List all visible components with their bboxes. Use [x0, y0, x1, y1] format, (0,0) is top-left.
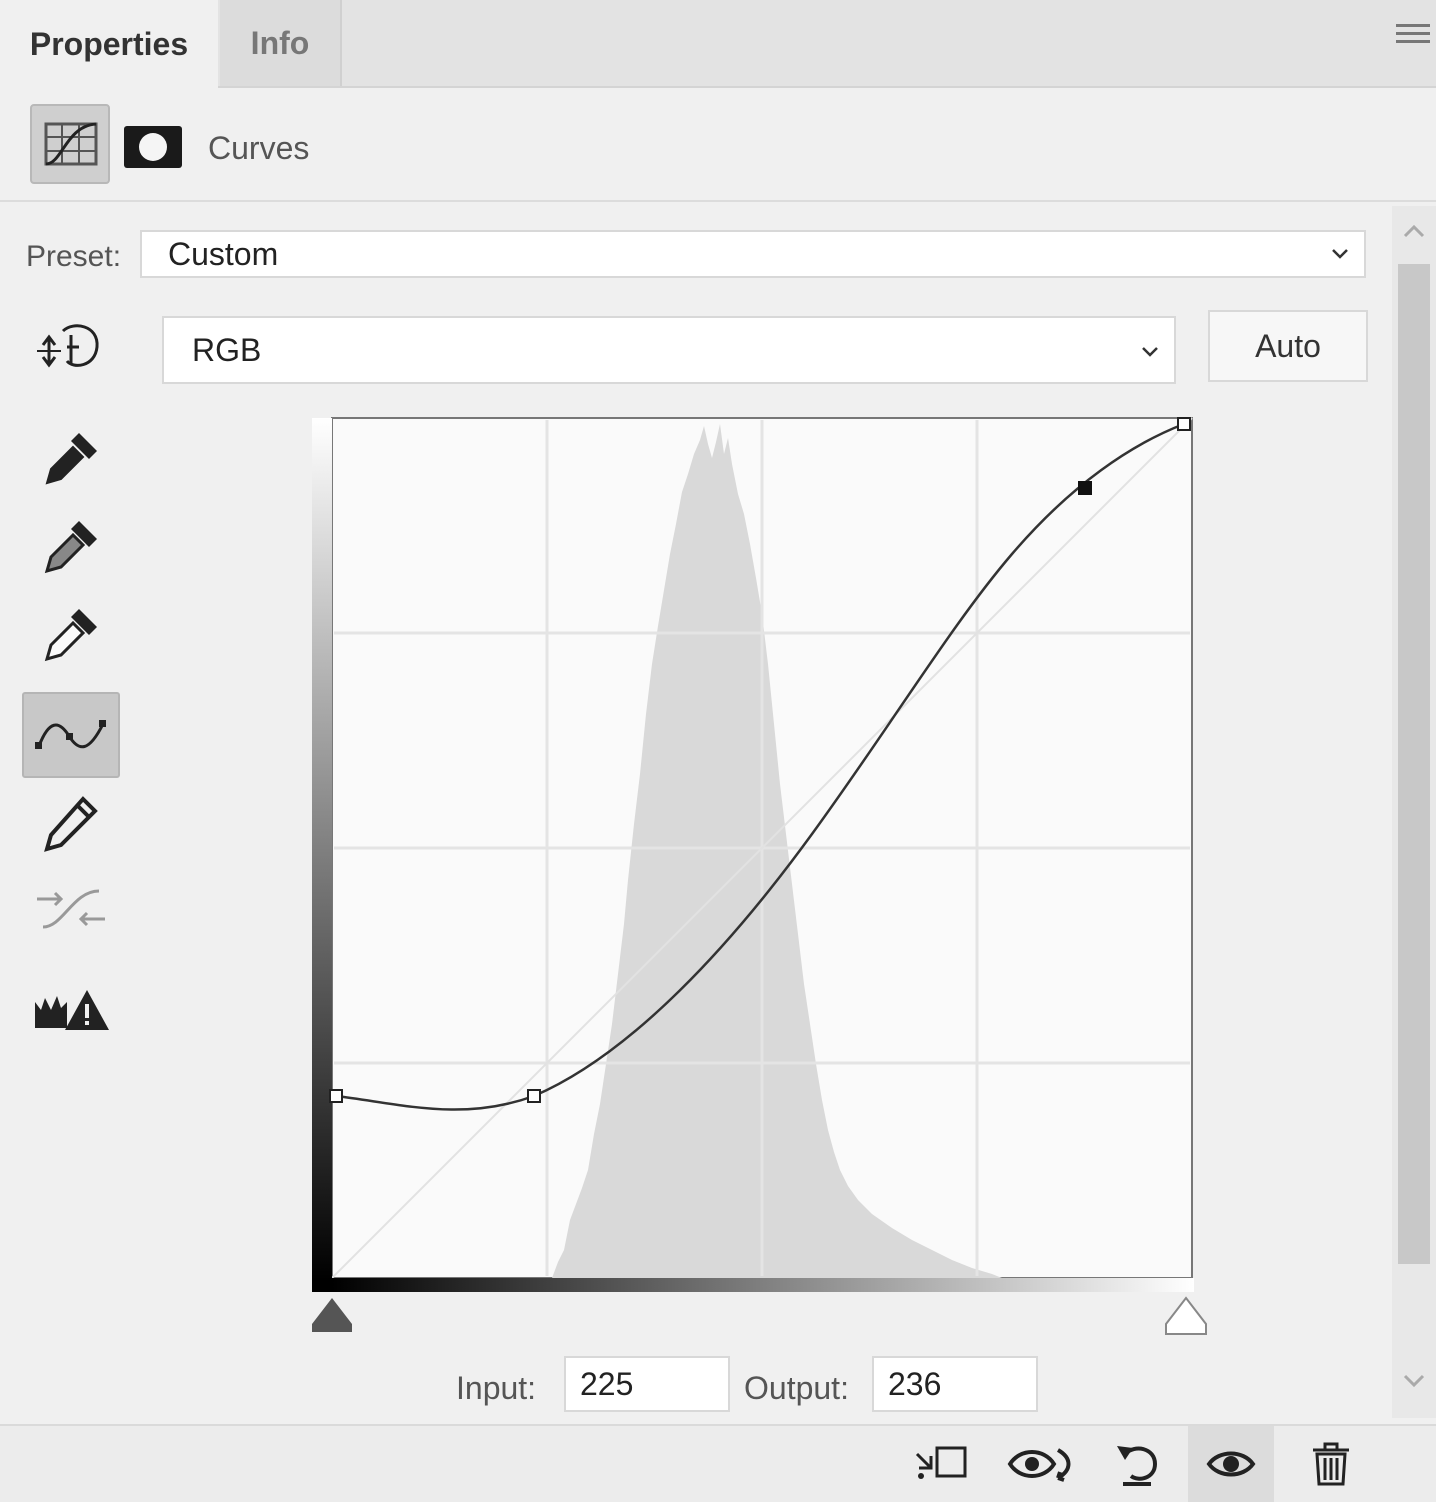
reset-icon	[1117, 1446, 1158, 1486]
channel-value: RGB	[192, 332, 262, 368]
smooth-curve-tool	[22, 866, 120, 952]
chevron-down-icon	[1142, 347, 1158, 357]
view-previous-state-icon	[1007, 1448, 1071, 1482]
delete-button[interactable]	[1288, 1426, 1374, 1502]
tab-bar: Properties Info	[0, 0, 1436, 88]
scrollbar-thumb[interactable]	[1398, 264, 1430, 1264]
channel-dropdown[interactable]: RGB	[162, 316, 1176, 384]
targeted-adjustment-icon	[37, 324, 99, 368]
layer-mask-icon[interactable]	[124, 126, 182, 168]
curves-graph[interactable]	[312, 414, 1212, 1364]
scroll-up-icon[interactable]	[1392, 216, 1436, 256]
curve-point-selected[interactable]	[1078, 481, 1092, 495]
gray-point-tool[interactable]	[22, 504, 120, 590]
input-label: Input:	[456, 1370, 537, 1406]
clipping-warning-tool[interactable]	[22, 966, 120, 1052]
eye-icon	[1206, 1451, 1256, 1477]
black-point-slider[interactable]	[312, 1298, 352, 1332]
properties-header: Curves	[0, 88, 1436, 202]
clip-to-layer-button[interactable]	[896, 1426, 982, 1502]
curve-point[interactable]	[1177, 417, 1191, 431]
clipping-warning-icon	[35, 990, 109, 1030]
pencil-tool[interactable]	[22, 780, 120, 866]
curve-point[interactable]	[329, 1089, 343, 1103]
output-label: Output:	[744, 1370, 849, 1406]
curves-adjustment-icon[interactable]	[30, 104, 110, 184]
baseline-diagonal	[331, 417, 1193, 1279]
pencil-icon	[44, 796, 98, 852]
curve-points-tool[interactable]	[22, 692, 120, 778]
white-point-tool[interactable]	[22, 592, 120, 678]
input-field[interactable]: 225	[564, 1356, 730, 1412]
white-point-eyedropper-icon	[44, 609, 97, 662]
output-gradient-bar	[312, 418, 332, 1280]
view-previous-state-button[interactable]	[998, 1426, 1084, 1502]
panel-menu-icon[interactable]	[1396, 24, 1430, 52]
vertical-scrollbar[interactable]	[1392, 206, 1436, 1418]
black-point-eyedropper-icon	[45, 433, 97, 485]
chevron-down-icon	[1332, 249, 1348, 259]
toggle-visibility-button[interactable]	[1188, 1426, 1274, 1502]
gray-point-eyedropper-icon	[44, 521, 97, 574]
output-field[interactable]: 236	[872, 1356, 1038, 1412]
tab-info[interactable]: Info	[220, 0, 342, 86]
smooth-curve-icon	[37, 889, 105, 929]
white-point-slider[interactable]	[1165, 1296, 1207, 1335]
curve-points-icon	[35, 720, 106, 749]
clip-to-layer-icon	[915, 1446, 967, 1479]
bottom-toolbar	[0, 1424, 1436, 1502]
reset-button[interactable]	[1094, 1426, 1180, 1502]
input-gradient-bar	[332, 1278, 1194, 1292]
preset-dropdown[interactable]: Custom	[140, 230, 1366, 278]
trash-icon	[1313, 1442, 1349, 1486]
preset-value: Custom	[168, 236, 279, 272]
targeted-adjustment-tool[interactable]	[22, 304, 120, 390]
auto-button[interactable]: Auto	[1208, 310, 1368, 382]
scroll-down-icon[interactable]	[1392, 1366, 1436, 1406]
tab-properties[interactable]: Properties	[0, 0, 218, 88]
black-point-tool[interactable]	[22, 416, 120, 502]
curve-line	[335, 422, 1185, 1111]
curve-point[interactable]	[527, 1089, 541, 1103]
preset-label: Preset:	[26, 240, 122, 273]
panel-title: Curves	[208, 130, 310, 166]
